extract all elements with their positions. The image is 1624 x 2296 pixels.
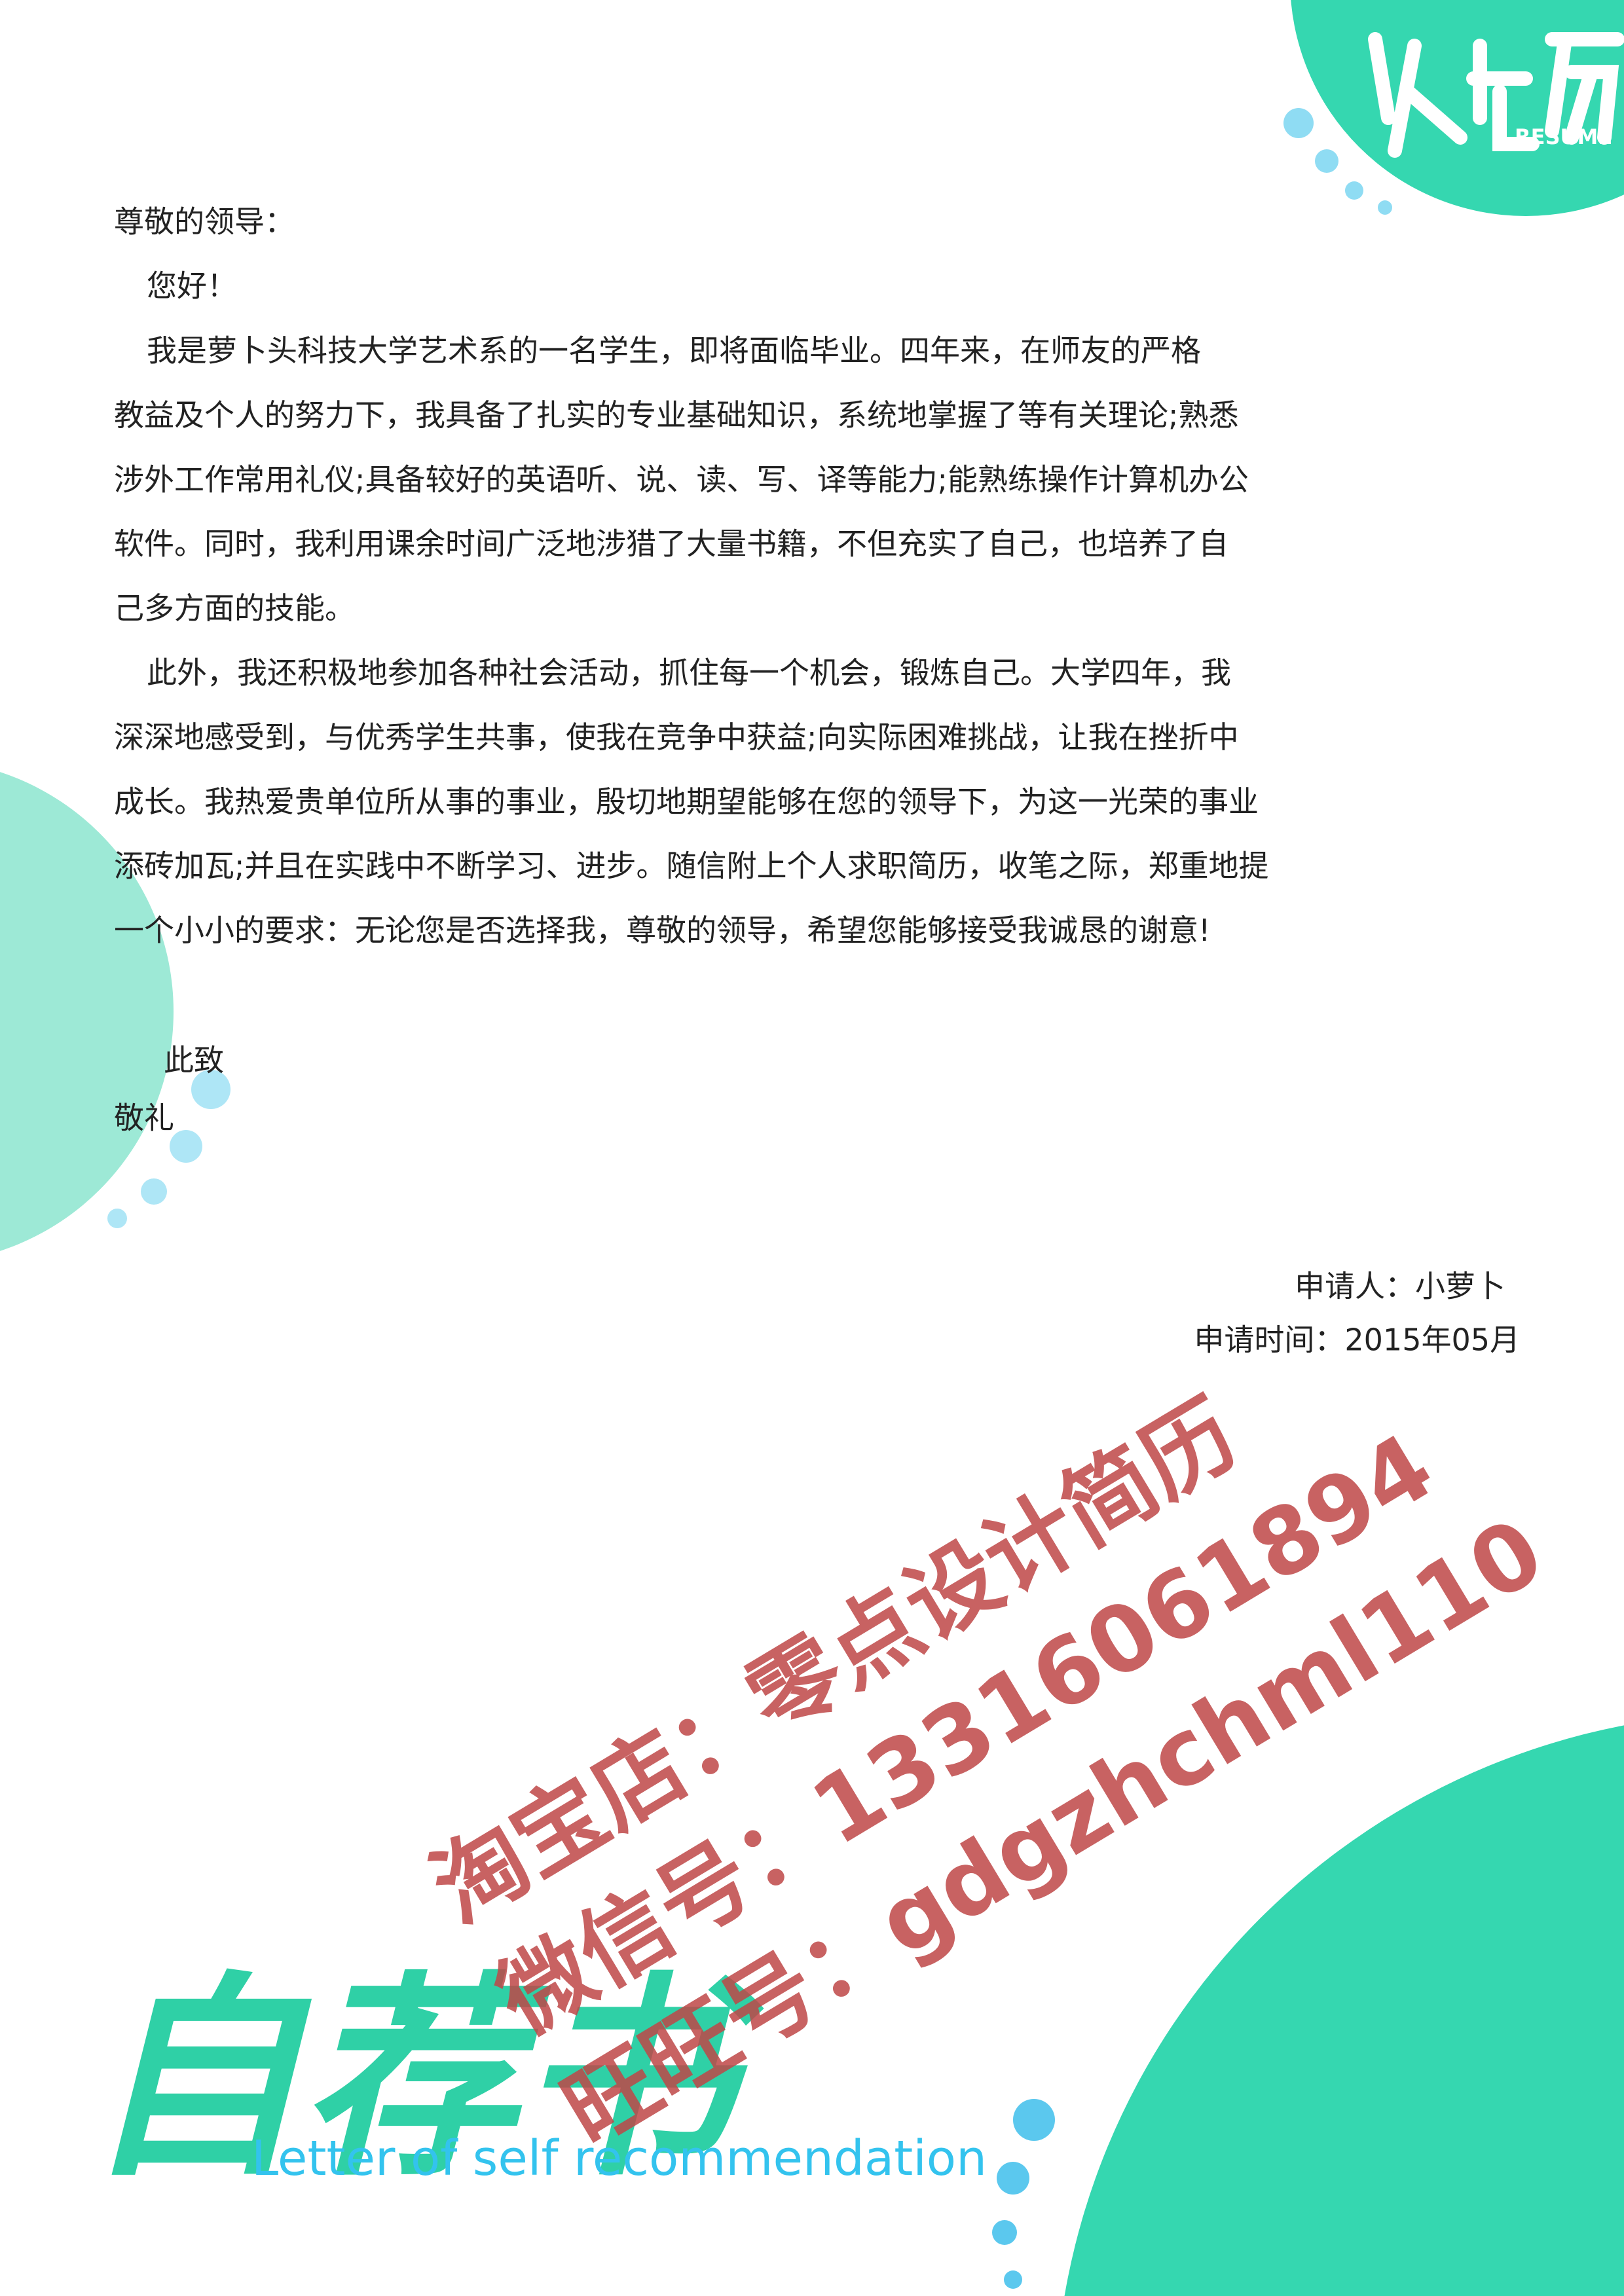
paragraph-line: 涉外工作常用礼仪;具备较好的英语听、说、读、写、译等能力;能熟练操作计算机办公	[114, 462, 1249, 497]
salutation: 尊敬的领导：	[114, 204, 295, 240]
bubble	[1283, 108, 1314, 138]
paragraph-line: 软件。同时，我利用课余时间广泛地涉猎了大量书籍，不但充实了自己，也培养了自	[114, 526, 1228, 562]
footer-title: 自荐书	[85, 1951, 767, 2205]
corner-circle	[1064, 1725, 1624, 2296]
bubble	[1013, 2099, 1055, 2141]
paragraph-line: 我是萝卜头科技大学艺术系的一名学生，即将面临毕业。四年来，在师友的严格	[147, 333, 1201, 369]
bubble	[141, 1178, 167, 1205]
paragraph-line: 教益及个人的努力下，我具备了扎实的专业基础知识，系统地掌握了等有关理论;熟悉	[114, 397, 1239, 433]
bubble	[170, 1130, 202, 1163]
bubble	[1378, 200, 1392, 215]
paragraph-line: 此外，我还积极地参加各种社会活动，抓住每一个机会，锻炼自己。大学四年，我	[147, 655, 1231, 691]
applicant: 申请人：小萝卜	[1295, 1269, 1505, 1304]
date: 申请时间：2015年05月	[1194, 1322, 1520, 1358]
side-circle	[0, 772, 174, 1251]
paragraph-line: 己多方面的技能。	[114, 591, 355, 626]
closing: 敬礼	[114, 1101, 174, 1136]
closing: 此致	[164, 1043, 224, 1078]
paragraph-line: 深深地感受到，与优秀学生共事，使我在竞争中获益;向实际困难挑战，让我在挫折中	[114, 720, 1239, 755]
paragraph-line: 成长。我热爱贵单位所从事的事业，殷切地期望能够在您的领导下，为这一光荣的事业	[114, 784, 1259, 819]
greeting: 您好！	[147, 268, 237, 304]
paragraph-line: 一个小小的要求：无论您是否选择我，尊敬的领导，希望您能够接受我诚恳的谢意!	[114, 913, 1210, 948]
footer-subtitle: Letter of self recommendation	[251, 2130, 987, 2187]
bubble	[107, 1209, 127, 1228]
paragraph-line: 添砖加瓦;并且在实践中不断学习、进步。随信附上个人求职简历，收笔之际，郑重地提	[114, 848, 1269, 884]
bubble	[1315, 149, 1338, 173]
bubble	[997, 2162, 1029, 2195]
bubble	[1345, 181, 1363, 200]
letter-body: 尊敬的领导： 您好！ 此致 敬礼 申请人：小萝卜 申请时间：2015年05月 我…	[114, 204, 1520, 1358]
bubble	[992, 2220, 1017, 2245]
logo-text: RESUME	[1515, 124, 1612, 149]
logo-glyph	[1368, 32, 1624, 158]
bubble	[1004, 2270, 1022, 2289]
bubble	[191, 1070, 231, 1109]
